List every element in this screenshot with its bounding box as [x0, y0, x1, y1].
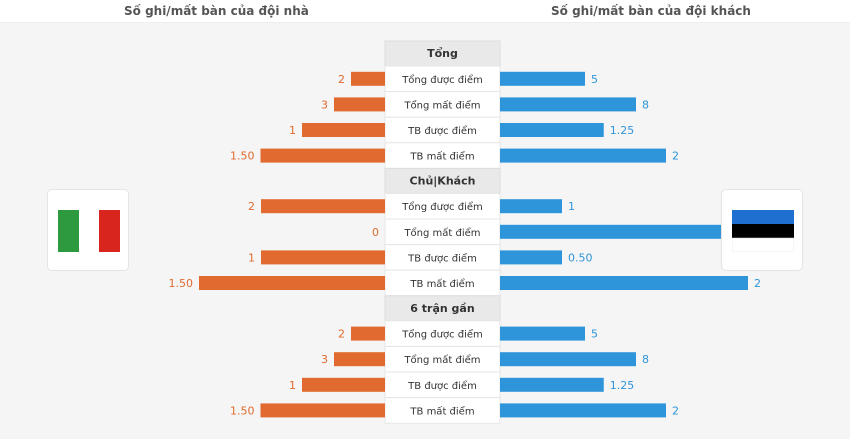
stat-label-cell [384, 320, 501, 347]
away-bar [500, 276, 748, 290]
away-value-label: 1 [568, 200, 575, 213]
away-value-label: 8 [642, 98, 649, 111]
stat-label: Tổng mất điểm [403, 353, 480, 366]
away-bar [500, 148, 666, 163]
home-team-header: Số ghi/mất bàn của đội nhà [124, 4, 309, 18]
away-value-label: 5 [591, 73, 598, 86]
away-bar [500, 123, 604, 137]
home-bar [261, 250, 385, 265]
away-team-card [721, 189, 803, 271]
italy-flag-icon [58, 210, 120, 252]
away-value-label: 1.25 [610, 379, 635, 392]
away-bar [500, 326, 585, 341]
away-bar [500, 97, 636, 112]
stat-label: Tổng được điểm [401, 200, 483, 213]
home-bar [260, 148, 385, 163]
home-value-label: 1.50 [169, 277, 194, 290]
home-bar [260, 403, 385, 418]
home-bar [199, 276, 385, 290]
home-value-label: 1 [248, 251, 255, 264]
away-bar [500, 71, 585, 86]
stat-label: TB mất điểm [409, 150, 474, 163]
estonia-flag-icon [732, 210, 794, 252]
home-bar [302, 377, 385, 392]
stat-label: Tổng được điểm [401, 73, 483, 86]
home-bar [302, 123, 385, 137]
home-bar [334, 97, 385, 112]
away-value-label: 1.25 [610, 124, 635, 137]
home-bar [261, 199, 385, 214]
home-bar [351, 71, 385, 86]
stat-label-cell [384, 218, 501, 246]
home-value-label: 0 [372, 226, 379, 239]
home-team-card [47, 189, 129, 271]
stat-label: TB mất điểm [409, 404, 474, 417]
away-bar [500, 403, 666, 418]
away-team-header: Số ghi/mất bàn của đội khách [551, 4, 751, 18]
home-bar [351, 326, 385, 341]
away-value-label: 2 [672, 150, 679, 163]
stat-label-cell [384, 244, 501, 271]
stat-label-cell [384, 269, 501, 297]
away-value-label: 0.50 [568, 251, 593, 264]
section-title: Chủ|Khách [410, 174, 476, 187]
section-header [384, 295, 501, 322]
stat-label: TB được điểm [407, 124, 477, 137]
stat-label-cell [384, 371, 501, 399]
home-value-label: 3 [321, 98, 328, 111]
away-bar [500, 224, 748, 239]
away-bar [500, 352, 636, 367]
home-bar [334, 352, 385, 367]
stat-label-cell [384, 345, 501, 373]
away-value-label: 8 [642, 353, 649, 366]
away-value-label: 2 [754, 277, 761, 290]
home-value-label: 1 [289, 379, 296, 392]
stat-label: TB được điểm [407, 379, 477, 392]
stat-label: TB được điểm [407, 251, 477, 264]
home-value-label: 1 [289, 124, 296, 137]
stat-label: Tổng được điểm [401, 328, 483, 341]
away-bar [500, 199, 562, 214]
away-bar [500, 377, 604, 392]
home-value-label: 1.50 [230, 404, 255, 417]
stat-label: TB mất điểm [409, 277, 474, 290]
home-value-label: 2 [338, 328, 345, 341]
away-value-label: 2 [672, 404, 679, 417]
section-title: Tổng [427, 47, 458, 60]
section-header [384, 40, 501, 67]
stat-label-cell [384, 65, 501, 93]
home-value-label: 2 [248, 200, 255, 213]
stat-label: Tổng mất điểm [403, 226, 480, 239]
home-value-label: 2 [338, 73, 345, 86]
away-value-label: 5 [591, 328, 598, 341]
home-value-label: 1.50 [230, 150, 255, 163]
away-bar [500, 250, 562, 265]
section-header [384, 167, 501, 194]
stat-label-cell [384, 397, 501, 424]
stat-label: Tổng mất điểm [403, 98, 480, 111]
section-title: 6 trận gần [410, 302, 474, 315]
header-bar: Số ghi/mất bàn của đội nhà Số ghi/mất bà… [0, 0, 850, 23]
home-value-label: 3 [321, 353, 328, 366]
